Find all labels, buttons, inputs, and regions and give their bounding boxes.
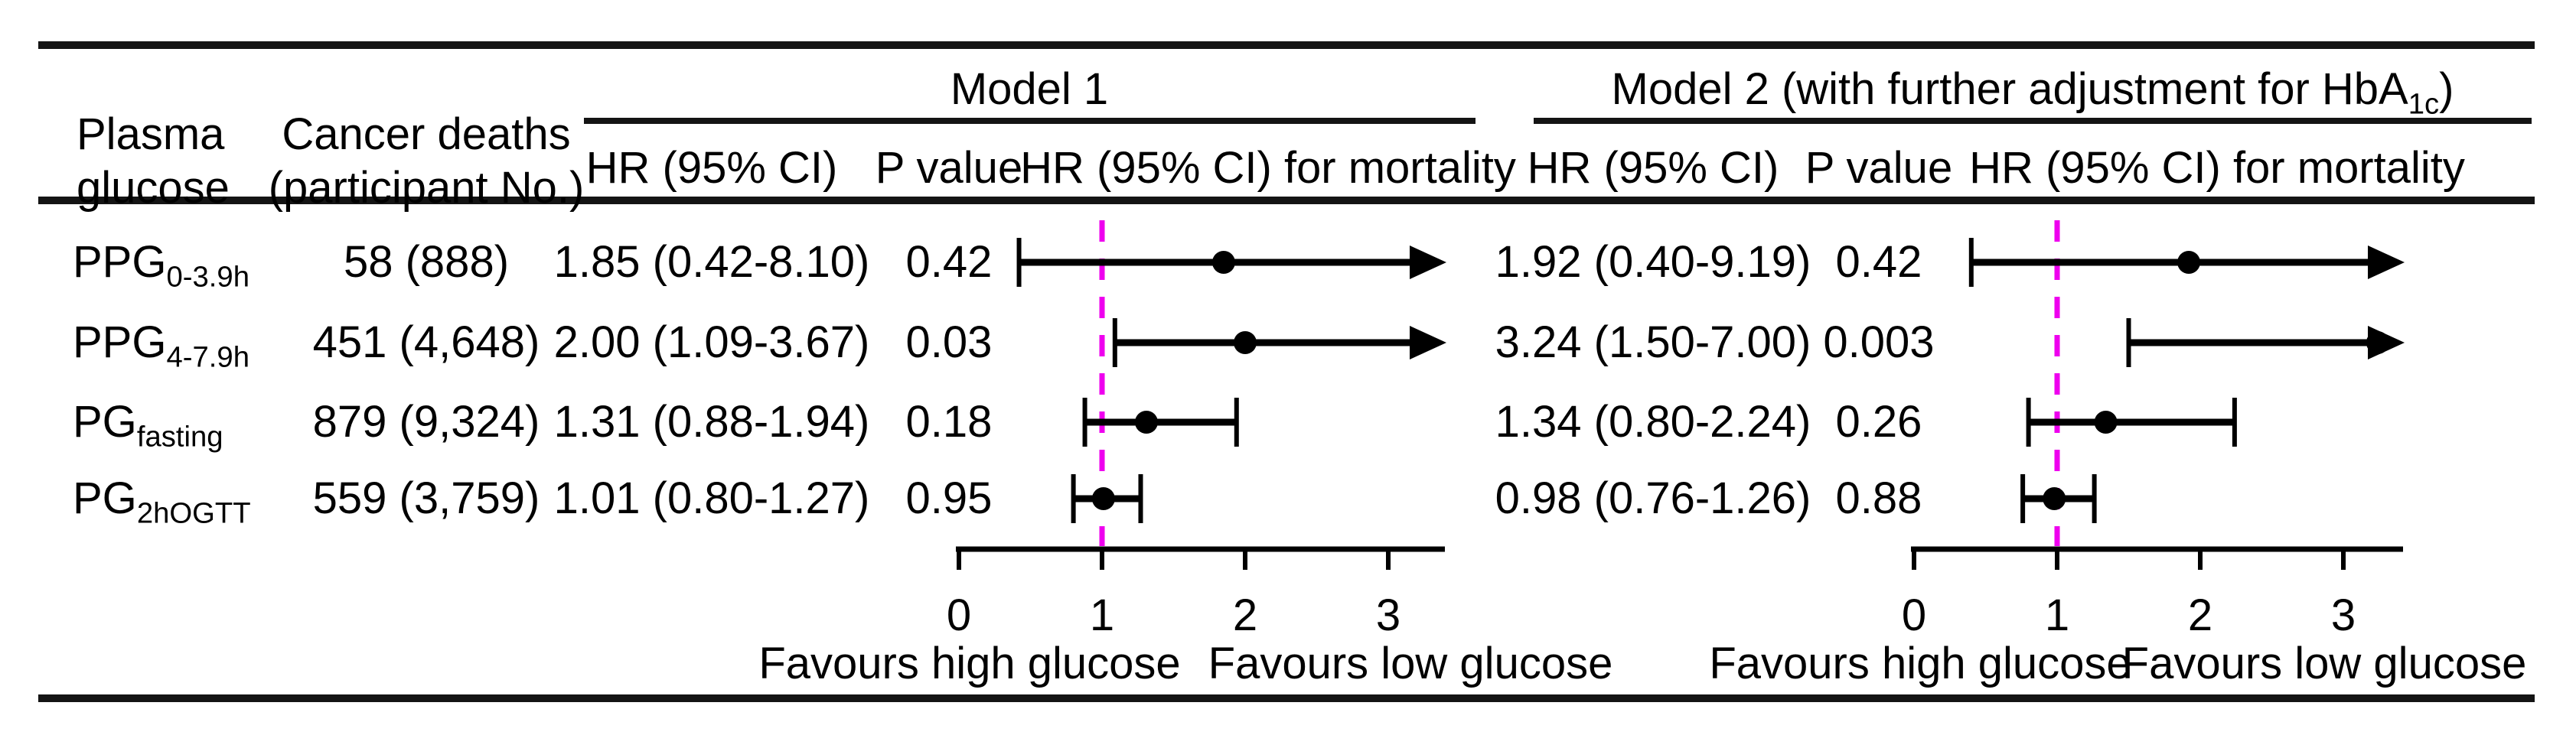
model1-favours-low-label: Favours low glucose xyxy=(1208,639,1613,688)
model2-underline xyxy=(1534,118,2532,124)
model1-hr-cell: 2.00 (1.09-3.67) xyxy=(553,317,870,367)
model2-p-cell: 0.42 xyxy=(1835,237,1922,287)
row-label-main: PPG xyxy=(73,237,167,287)
deaths-cell: 451 (4,648) xyxy=(312,317,540,367)
cancer-deaths-header: Cancer deaths (participant No.) xyxy=(269,108,585,215)
hr-point-estimate xyxy=(1091,487,1115,510)
x-axis-tick-label: 3 xyxy=(1376,590,1400,640)
model1-underline xyxy=(584,118,1475,124)
x-axis-tick-label: 2 xyxy=(2188,590,2212,640)
model2-favours-high-label: Favours high glucose xyxy=(1709,639,2131,688)
model1-hr-ci-header: HR (95% CI) xyxy=(585,143,838,193)
model1-p-cell: 0.03 xyxy=(905,317,993,367)
row-label-main: PG xyxy=(73,397,137,447)
ci-clipped-arrow xyxy=(1410,246,1446,279)
model2-hr-cell: 1.92 (0.40-9.19) xyxy=(1495,237,1811,287)
model2-forest-plot: 0 1 2 3 xyxy=(1902,220,2405,640)
model1-favours-high-label: Favours high glucose xyxy=(758,639,1181,688)
model2-favours-low-label: Favours low glucose xyxy=(2121,639,2527,688)
row-label-main: PPG xyxy=(73,317,167,367)
model1-p-value-header: P value xyxy=(875,143,1023,193)
hr-point-estimate xyxy=(2043,487,2066,510)
hr-point-estimate xyxy=(1234,331,1257,354)
plasma-glucose-header: Plasma glucose xyxy=(77,108,230,215)
row-label-subscript: 0-3.9h xyxy=(166,260,250,294)
deaths-cell: 559 (3,759) xyxy=(312,473,540,523)
model1-p-cell: 0.42 xyxy=(905,237,993,287)
row-label-subscript: 2hOGTT xyxy=(136,496,251,530)
x-axis-tick-label: 0 xyxy=(947,590,971,640)
model1-hr-mortality-header: HR (95% CI) for mortality xyxy=(1020,143,1516,193)
hr-point-estimate xyxy=(1134,411,1158,434)
row-label-ppg-0-3.9h: PPG0-3.9h xyxy=(73,237,249,303)
hr-point-estimate xyxy=(2366,331,2389,354)
model2-hr-mortality-header: HR (95% CI) for mortality xyxy=(1969,143,2465,193)
model2-hr-cell: 0.98 (0.76-1.26) xyxy=(1495,473,1811,523)
model2-p-cell: 0.003 xyxy=(1823,317,1935,367)
model1-p-cell: 0.18 xyxy=(905,397,993,447)
model2-hr-cell: 3.24 (1.50-7.00) xyxy=(1495,317,1811,367)
model2-title: Model 2 (with further adjustment for HbA… xyxy=(1612,64,2454,130)
plasma-glucose-header-line2: glucose xyxy=(77,163,230,213)
model1-forest-plot: 0 1 2 3 xyxy=(947,220,1446,640)
model2-p-value-header: P value xyxy=(1805,143,1953,193)
model1-hr-cell: 1.01 (0.80-1.27) xyxy=(553,473,870,523)
x-axis-tick-label: 1 xyxy=(2045,590,2069,640)
hr-point-estimate xyxy=(2177,251,2201,274)
x-axis-tick-label: 3 xyxy=(2331,590,2356,640)
model2-p-cell: 0.88 xyxy=(1835,473,1922,523)
model2-hr-cell: 1.34 (0.80-2.24) xyxy=(1495,397,1811,447)
x-axis-tick-label: 2 xyxy=(1233,590,1257,640)
plasma-glucose-header-line1: Plasma xyxy=(77,109,225,159)
top-rule xyxy=(38,41,2535,49)
model1-p-cell: 0.95 xyxy=(905,473,993,523)
model2-title-text: Model 2 (with further adjustment for HbA xyxy=(1611,64,2408,114)
x-axis-tick-label: 0 xyxy=(1902,590,1926,640)
figure-bottom-rule xyxy=(38,694,2535,702)
hr-point-estimate xyxy=(1211,251,1235,274)
row-label-pg-2hogtt: PG2hOGTT xyxy=(73,473,251,539)
header-bottom-rule xyxy=(38,197,2535,204)
ci-clipped-arrow xyxy=(1410,326,1446,359)
row-label-pg-fasting: PGfasting xyxy=(73,397,223,463)
row-label-subscript: fasting xyxy=(136,420,223,454)
x-axis-tick-label: 1 xyxy=(1090,590,1114,640)
model1-hr-cell: 1.85 (0.42-8.10) xyxy=(553,237,870,287)
row-label-main: PG xyxy=(73,473,137,523)
model2-title-subscript: 1c xyxy=(2408,87,2440,121)
hr-point-estimate xyxy=(2094,411,2118,434)
model1-title: Model 1 xyxy=(950,64,1109,114)
model1-hr-cell: 1.31 (0.88-1.94) xyxy=(553,397,870,447)
model2-title-close-paren: ) xyxy=(2439,64,2454,114)
model2-p-cell: 0.26 xyxy=(1835,397,1922,447)
row-label-subscript: 4-7.9h xyxy=(166,340,250,374)
deaths-cell: 879 (9,324) xyxy=(312,397,540,447)
deaths-cell: 58 (888) xyxy=(343,237,510,287)
row-label-ppg-4-7.9h: PPG4-7.9h xyxy=(73,317,249,383)
cancer-deaths-header-line2: (participant No.) xyxy=(268,163,585,213)
model2-hr-ci-header: HR (95% CI) xyxy=(1527,143,1779,193)
cancer-deaths-header-line1: Cancer deaths xyxy=(282,109,571,159)
ci-clipped-arrow xyxy=(2368,246,2405,279)
